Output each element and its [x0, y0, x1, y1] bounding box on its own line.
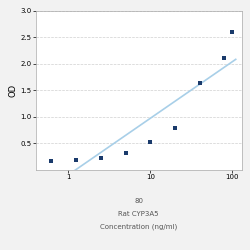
- Text: 80: 80: [134, 198, 143, 204]
- Text: Concentration (ng/ml): Concentration (ng/ml): [100, 224, 177, 230]
- Y-axis label: OD: OD: [8, 84, 17, 97]
- Text: Rat CYP3A5: Rat CYP3A5: [118, 211, 159, 217]
